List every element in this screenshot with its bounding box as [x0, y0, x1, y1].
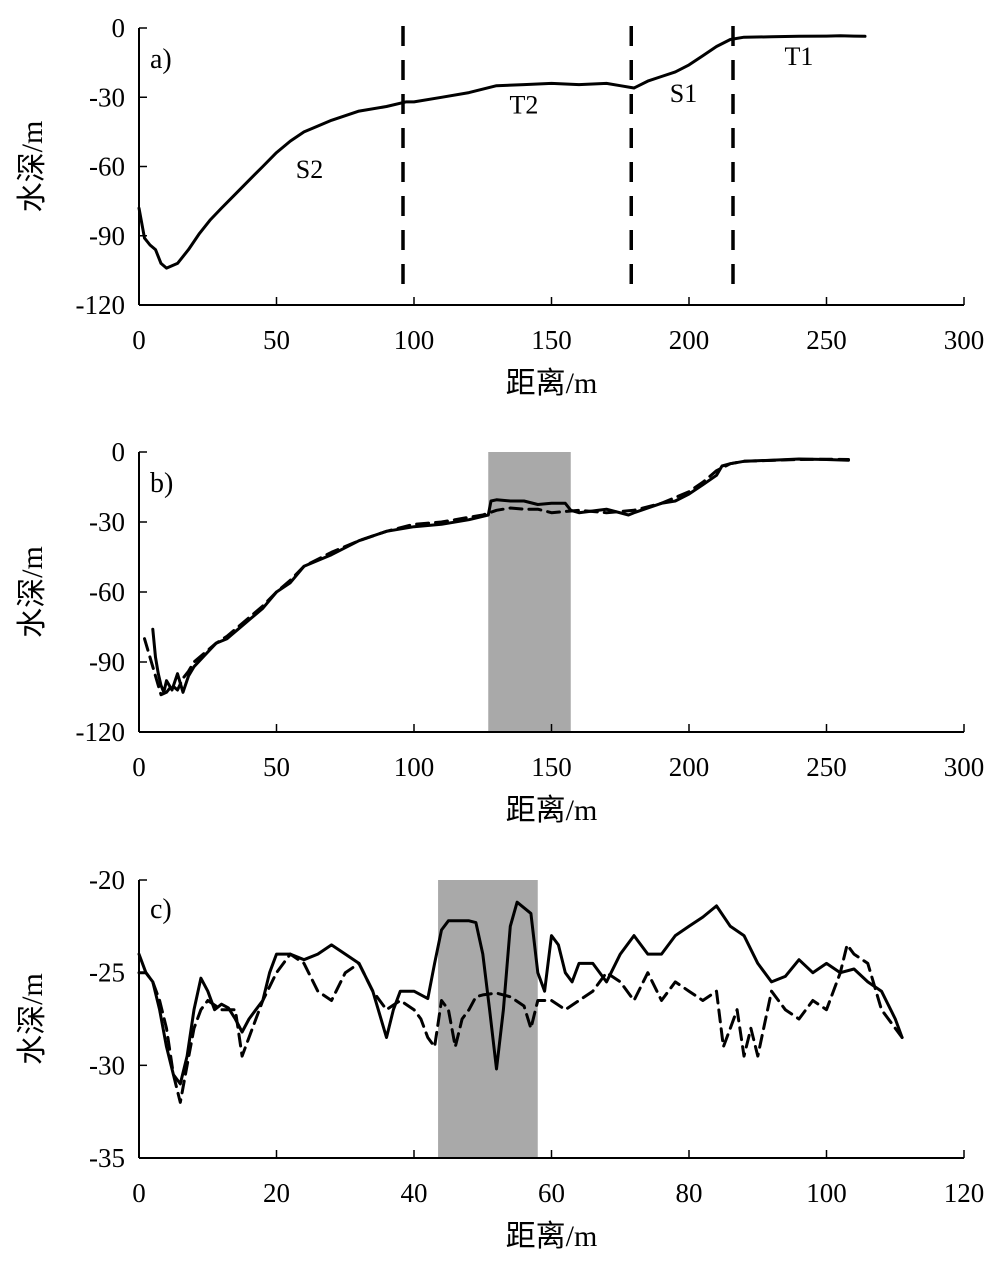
x-tick-label: 0	[132, 1178, 146, 1208]
x-tick-label: 100	[394, 325, 435, 355]
y-tick-label: -90	[89, 647, 125, 677]
solid-series-line	[137, 34, 867, 270]
y-tick-label: -20	[89, 865, 125, 895]
y-tick-label: -60	[89, 577, 125, 607]
shaded-region	[438, 880, 538, 1158]
x-tick-label: 100	[394, 752, 435, 782]
x-tick-label: 60	[538, 1178, 565, 1208]
y-tick-label: -30	[89, 507, 125, 537]
solid-series-line	[137, 900, 904, 1086]
x-tick-label: 0	[132, 752, 146, 782]
dashed-series-line	[137, 943, 904, 1104]
panel-c: 0 20 40 60 80 100 120 -20 -25 -30 -35 距离/m 水深/m c)	[16, 865, 984, 1253]
x-tick-label: 150	[531, 325, 572, 355]
x-tick-label: 300	[944, 752, 985, 782]
x-axis-label: 距离/m	[506, 794, 598, 827]
x-tick-label: 20	[263, 1178, 290, 1208]
x-tick-label: 300	[944, 325, 985, 355]
segment-label: T2	[510, 90, 539, 119]
y-tick-label: -90	[89, 221, 125, 251]
y-tick-label: -30	[89, 1050, 125, 1080]
segment-label: S2	[296, 155, 323, 184]
panel-a: 0 50 100 150 200 250 300 0 -30 -60 -90 -120 距离/m 水深/m…	[16, 13, 984, 400]
x-tick-label: 200	[669, 752, 710, 782]
y-tick-label: -120	[76, 290, 126, 320]
shaded-region	[488, 452, 571, 732]
x-tick-label: 40	[401, 1178, 428, 1208]
panel-b: 0 50 100 150 200 250 300 0 -30 -60 -90 -120 距离/m 水深/m…	[16, 437, 984, 827]
x-tick-label: 50	[263, 752, 290, 782]
x-tick-label: 100	[806, 1178, 847, 1208]
segment-label: T1	[785, 42, 814, 71]
y-tick-label: -35	[89, 1143, 125, 1173]
x-tick-label: 200	[669, 325, 710, 355]
solid-series-line	[151, 457, 850, 694]
y-tick-label: -25	[89, 958, 125, 988]
x-axis-label: 距离/m	[506, 1220, 598, 1253]
x-tick-label: 250	[806, 325, 847, 355]
x-axis-label: 距离/m	[506, 367, 598, 400]
y-tick-label: -60	[89, 152, 125, 182]
y-axis-label: 水深/m	[16, 973, 49, 1065]
y-axis-label: 水深/m	[16, 546, 49, 638]
panel-label: c)	[150, 894, 172, 925]
y-tick-label: 0	[112, 437, 126, 467]
x-tick-label: 0	[132, 325, 146, 355]
y-axis-label: 水深/m	[16, 121, 49, 213]
x-tick-label: 80	[676, 1178, 703, 1208]
dashed-series-line	[143, 457, 850, 697]
x-tick-label: 50	[263, 325, 290, 355]
panel-label: a)	[150, 44, 172, 75]
x-tick-label: 250	[806, 752, 847, 782]
y-tick-label: 0	[112, 13, 126, 43]
y-tick-label: -120	[76, 717, 126, 747]
panel-label: b)	[150, 468, 173, 499]
y-tick-label: -30	[89, 82, 125, 112]
x-tick-label: 120	[944, 1178, 985, 1208]
x-tick-label: 150	[531, 752, 572, 782]
segment-label: S1	[670, 79, 697, 108]
